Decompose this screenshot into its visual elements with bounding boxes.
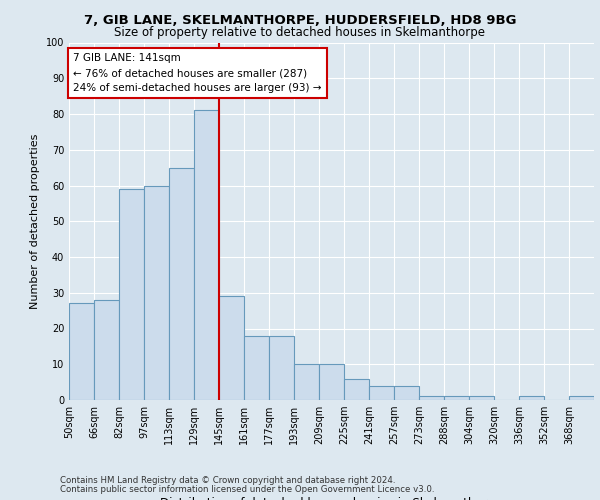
Bar — [169, 168, 194, 400]
Bar — [319, 364, 344, 400]
Y-axis label: Number of detached properties: Number of detached properties — [30, 134, 40, 309]
Bar — [369, 386, 394, 400]
Bar — [219, 296, 244, 400]
Bar — [244, 336, 269, 400]
Bar — [119, 189, 144, 400]
Bar — [69, 304, 94, 400]
Bar — [344, 378, 369, 400]
Bar — [269, 336, 294, 400]
Bar — [144, 186, 169, 400]
Bar — [469, 396, 494, 400]
Text: Contains public sector information licensed under the Open Government Licence v3: Contains public sector information licen… — [60, 485, 434, 494]
Text: 7 GIB LANE: 141sqm
← 76% of detached houses are smaller (287)
24% of semi-detach: 7 GIB LANE: 141sqm ← 76% of detached hou… — [73, 53, 322, 93]
Bar — [519, 396, 544, 400]
Bar — [294, 364, 319, 400]
Bar — [444, 396, 469, 400]
Text: 7, GIB LANE, SKELMANTHORPE, HUDDERSFIELD, HD8 9BG: 7, GIB LANE, SKELMANTHORPE, HUDDERSFIELD… — [84, 14, 516, 27]
Text: Size of property relative to detached houses in Skelmanthorpe: Size of property relative to detached ho… — [115, 26, 485, 39]
X-axis label: Distribution of detached houses by size in Skelmanthorpe: Distribution of detached houses by size … — [160, 497, 503, 500]
Bar — [94, 300, 119, 400]
Bar — [569, 396, 594, 400]
Bar — [419, 396, 444, 400]
Bar — [394, 386, 419, 400]
Text: Contains HM Land Registry data © Crown copyright and database right 2024.: Contains HM Land Registry data © Crown c… — [60, 476, 395, 485]
Bar — [194, 110, 219, 400]
